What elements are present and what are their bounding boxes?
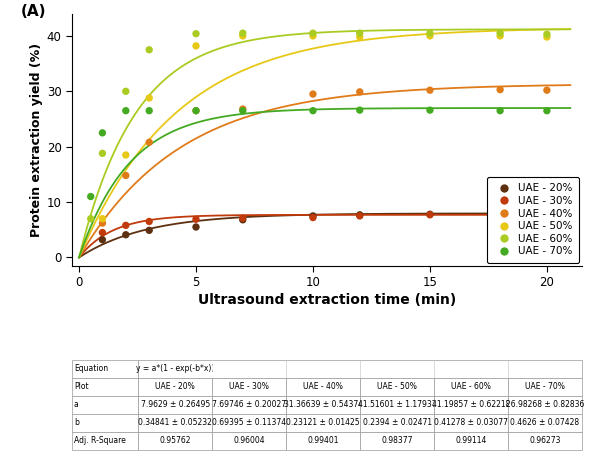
Point <box>238 32 248 39</box>
Point <box>542 107 552 114</box>
Point <box>238 214 248 222</box>
Point <box>145 227 154 234</box>
Point <box>191 107 201 114</box>
Point <box>425 32 435 39</box>
Point <box>238 107 248 114</box>
Point <box>191 224 201 231</box>
Point <box>355 211 365 218</box>
Point <box>542 34 552 41</box>
Point <box>145 94 154 101</box>
Point <box>98 219 107 227</box>
Point <box>145 218 154 225</box>
Point <box>238 216 248 224</box>
Point <box>496 107 505 114</box>
Point <box>496 29 505 37</box>
X-axis label: Ultrasound extraction time (min): Ultrasound extraction time (min) <box>198 293 456 308</box>
Point <box>355 88 365 95</box>
Point <box>238 29 248 37</box>
Point <box>425 106 435 114</box>
Point <box>308 212 318 219</box>
Point <box>425 211 435 218</box>
Legend: UAE - 20%, UAE - 30%, UAE - 40%, UAE - 50%, UAE - 60%, UAE - 70%: UAE - 20%, UAE - 30%, UAE - 40%, UAE - 5… <box>487 177 579 263</box>
Point <box>542 87 552 94</box>
Point <box>308 214 318 221</box>
Point <box>121 151 131 159</box>
Point <box>496 210 505 218</box>
Point <box>496 86 505 93</box>
Point <box>145 46 154 53</box>
Point <box>121 231 131 238</box>
Point <box>145 107 154 114</box>
Point <box>121 172 131 179</box>
Point <box>542 31 552 38</box>
Point <box>425 87 435 94</box>
Point <box>308 32 318 39</box>
Point <box>98 229 107 236</box>
Point <box>145 139 154 146</box>
Point <box>98 236 107 243</box>
Point <box>98 215 107 222</box>
Point <box>121 222 131 229</box>
Point <box>355 106 365 114</box>
Point <box>191 30 201 37</box>
Point <box>425 29 435 37</box>
Point <box>191 107 201 114</box>
Point <box>355 34 365 41</box>
Point <box>496 209 505 217</box>
Point <box>191 216 201 223</box>
Point <box>98 129 107 136</box>
Point <box>308 90 318 98</box>
Point <box>98 150 107 157</box>
Point <box>542 209 552 216</box>
Point <box>425 211 435 218</box>
Point <box>121 88 131 95</box>
Point <box>496 32 505 39</box>
Text: (A): (A) <box>21 4 47 19</box>
Point <box>542 209 552 217</box>
Point <box>308 107 318 114</box>
Point <box>308 29 318 37</box>
Point <box>121 107 131 114</box>
Point <box>238 106 248 113</box>
Point <box>355 29 365 37</box>
Point <box>191 42 201 50</box>
Point <box>355 212 365 219</box>
Point <box>86 215 95 222</box>
Point <box>86 193 95 200</box>
Y-axis label: Protein extraction yield (%): Protein extraction yield (%) <box>29 43 43 237</box>
